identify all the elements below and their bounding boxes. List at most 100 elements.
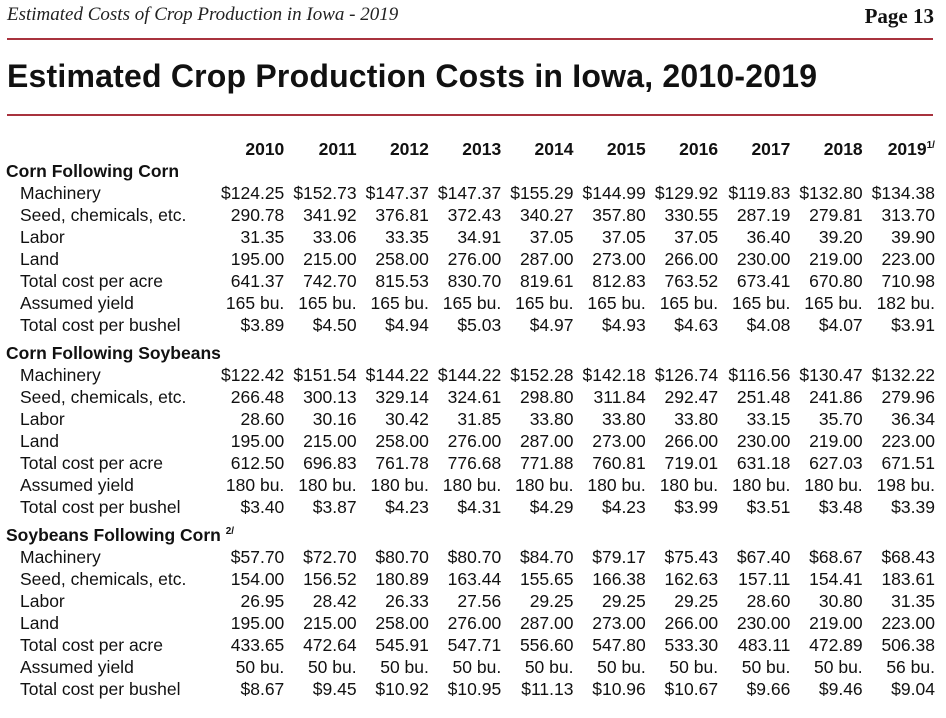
table-cell: 223.00 (881, 613, 935, 633)
table-cell: $3.99 (674, 497, 719, 517)
section-heading: Soybeans Following Corn 2/ (6, 524, 939, 546)
table-cell: $132.22 (871, 365, 935, 385)
section-heading-row: Corn Following Corn (6, 160, 939, 182)
table-cell: $4.31 (457, 497, 502, 517)
table-cell: $9.04 (891, 679, 935, 699)
table-row: Labor 28.60 30.16 30.42 31.85 33.80 33.80 33.80… (6, 408, 939, 430)
table-row: Seed, chemicals, etc. 290.78 341.92 376.81 3… (6, 204, 939, 226)
row-label: Total cost per bushel (20, 497, 181, 517)
table-cell: 671.51 (881, 453, 935, 473)
table-cell: 165 bu. (298, 293, 357, 313)
table-cell: 183.61 (881, 569, 935, 589)
table-cell: 241.86 (809, 387, 863, 407)
table-cell: 258.00 (375, 249, 429, 269)
table-cell: 28.60 (746, 591, 791, 611)
table-row: Assumed yield 180 bu. 180 bu. 180 bu. 180 bu… (6, 474, 939, 496)
table-cell: 180 bu. (515, 475, 574, 495)
table-cell: 39.20 (818, 227, 863, 247)
table-cell: 230.00 (736, 431, 791, 451)
table-cell: 219.00 (809, 431, 863, 451)
row-label: Total cost per bushel (20, 315, 181, 335)
table-cell: 696.83 (303, 453, 357, 473)
table-cell: 50 bu. (524, 657, 574, 677)
row-label: Land (20, 613, 59, 633)
table-cell: 287.19 (736, 205, 791, 225)
table-cell: 763.52 (664, 271, 719, 291)
table-cell: 266.00 (664, 249, 719, 269)
footnote-marker: 2/ (225, 526, 235, 538)
table-cell: 251.48 (736, 387, 791, 407)
table-cell: 180 bu. (442, 475, 502, 495)
table-cell: 56 bu. (886, 657, 935, 677)
running-header-title: Estimated Costs of Crop Production in Io… (7, 4, 399, 25)
section-name: Corn Following Soybeans (6, 343, 221, 363)
table-cell: 230.00 (736, 613, 791, 633)
table-cell: $134.38 (871, 183, 935, 203)
table-row: Seed, chemicals, etc. 154.00 156.52 180.89 1… (6, 568, 939, 590)
table-cell: 547.80 (592, 635, 646, 655)
table-cell: 258.00 (375, 613, 429, 633)
row-label: Total cost per acre (20, 453, 163, 473)
row-label: Seed, chemicals, etc. (20, 569, 187, 589)
year-header: 2014 (505, 138, 577, 160)
table-cell: 166.38 (592, 569, 646, 589)
year-label: 2018 (823, 139, 863, 159)
table-cell: 165 bu. (442, 293, 502, 313)
table-cell: 372.43 (447, 205, 502, 225)
table-cell: 165 bu. (515, 293, 574, 313)
table-row: Labor 31.35 33.06 33.35 34.91 37.05 37.05 37.05… (6, 226, 939, 248)
year-label: 2015 (606, 139, 646, 159)
table-cell: $67.40 (736, 547, 791, 567)
table-cell: 215.00 (303, 613, 357, 633)
table-cell: 266.00 (664, 431, 719, 451)
table-cell: 30.16 (312, 409, 357, 429)
row-label: Labor (20, 591, 65, 611)
table-cell: $10.96 (592, 679, 646, 699)
table-cell: 215.00 (303, 249, 357, 269)
table-cell: 673.41 (736, 271, 791, 291)
table-body: Corn Following Corn Machinery $124.25 $152.… (6, 160, 939, 700)
table-cell: $132.80 (799, 183, 863, 203)
table-cell: 287.00 (519, 613, 574, 633)
year-label: 2011 (318, 139, 357, 159)
row-label: Machinery (20, 547, 101, 567)
table-cell: 50 bu. (307, 657, 357, 677)
footnote-marker: 1/ (926, 140, 935, 152)
title-rule (7, 114, 933, 116)
table-cell: $11.13 (521, 679, 574, 699)
table-cell: 324.61 (447, 387, 502, 407)
table-cell: $5.03 (457, 315, 502, 335)
table-cell: 219.00 (809, 249, 863, 269)
table-cell: $3.48 (818, 497, 863, 517)
table-cell: 162.63 (664, 569, 719, 589)
table-cell: 258.00 (375, 431, 429, 451)
table-cell: 31.85 (457, 409, 502, 429)
year-label: 2010 (245, 139, 285, 159)
table-cell: $130.47 (799, 365, 863, 385)
table-cell: 180 bu. (370, 475, 429, 495)
table-cell: 776.68 (447, 453, 502, 473)
year-header: 2011 (288, 138, 360, 160)
table-cell: 631.18 (736, 453, 791, 473)
table-cell: $9.45 (312, 679, 357, 699)
table-cell: 279.96 (881, 387, 935, 407)
table-cell: 50 bu. (452, 657, 502, 677)
year-label: 2014 (534, 139, 574, 159)
row-label: Machinery (20, 365, 101, 385)
row-label: Land (20, 431, 59, 451)
year-header: 2016 (650, 138, 722, 160)
table-cell: $126.74 (654, 365, 719, 385)
table-cell: 313.70 (881, 205, 935, 225)
table-cell: $116.56 (728, 365, 791, 385)
table-row: Total cost per acre 641.37 742.70 815.53 830… (6, 270, 939, 292)
table-cell: 198 bu. (876, 475, 935, 495)
table-cell: 29.25 (674, 591, 719, 611)
table-cell: 180 bu. (298, 475, 357, 495)
table-cell: $119.83 (728, 183, 791, 203)
table-cell: $3.87 (312, 497, 357, 517)
table-cell: 760.81 (592, 453, 646, 473)
year-header: 2012 (361, 138, 433, 160)
table-cell: 506.38 (881, 635, 935, 655)
year-header: 2013 (433, 138, 505, 160)
row-label: Labor (20, 227, 65, 247)
